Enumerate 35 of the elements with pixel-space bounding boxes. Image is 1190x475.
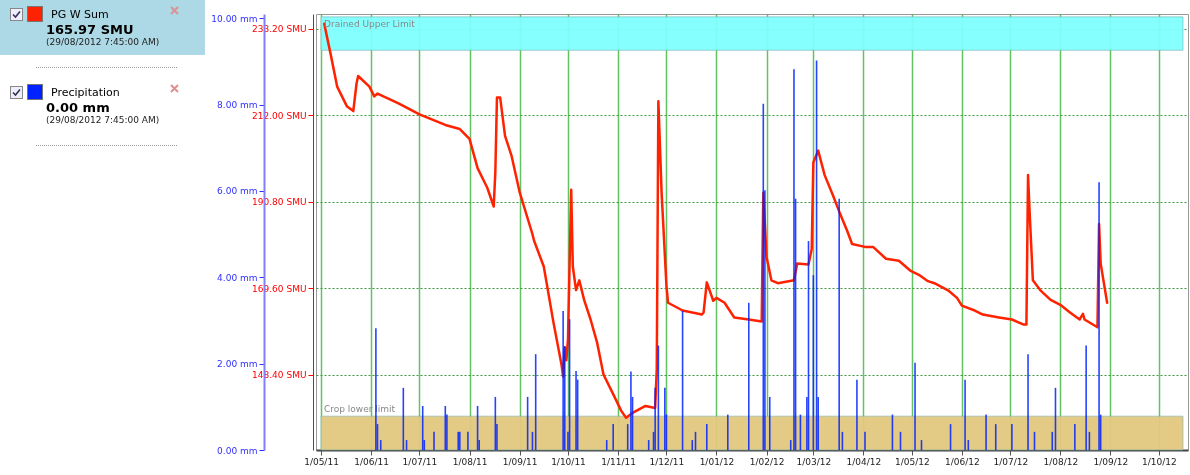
y2-tick-label: 8.00 mm xyxy=(217,100,258,111)
x-tick-label: 1/01/12 xyxy=(699,456,735,467)
y2-tick-label: 10.00 mm xyxy=(211,13,258,24)
y2-tick-label: 4.00 mm xyxy=(217,272,258,283)
text: (29/08/2012 7:45:00 AM) xyxy=(46,37,161,47)
text: 0.00 mm xyxy=(46,100,111,115)
y2-tick-label: 6.00 mm xyxy=(217,186,258,197)
x-tick-label: 1/06/12 xyxy=(945,456,980,467)
x-tick-label: 1/02/12 xyxy=(749,456,785,467)
x-tick-label: 1/11/11 xyxy=(601,456,636,467)
x-tick-label: 1/10/12 xyxy=(1141,456,1177,467)
y-tick-label: 148.40 SMU xyxy=(252,370,307,381)
text: 165.97 SMU xyxy=(46,22,135,37)
legend-label: Precipitation xyxy=(51,85,120,99)
x-tick-label: 1/06/11 xyxy=(354,456,389,467)
x-tick-label: 1/04/12 xyxy=(846,456,882,467)
y-tick-label: 169.60 SMU xyxy=(252,283,307,294)
y2-tick-label: 0.00 mm xyxy=(217,445,258,456)
band-label: Drained Upper Limit xyxy=(324,18,416,29)
x-tick-label: 1/07/12 xyxy=(993,456,1029,467)
y-tick-label: 212.00 SMU xyxy=(252,110,307,121)
x-tick-label: 1/03/12 xyxy=(796,456,832,467)
x-tick-label: 1/09/11 xyxy=(502,456,538,467)
legend-label: PG W Sum xyxy=(51,7,109,21)
x-tick-label: 1/08/11 xyxy=(452,456,488,467)
y2-tick-label: 2.00 mm xyxy=(217,359,258,370)
x-tick-label: 1/12/11 xyxy=(649,456,685,467)
text: (29/08/2012 7:45:00 AM) xyxy=(46,115,161,125)
x-tick-label: 1/10/11 xyxy=(551,456,586,467)
x-tick-label: 1/05/12 xyxy=(894,456,930,467)
x-tick-label: 1/05/11 xyxy=(304,456,339,467)
x-tick-label: 1/09/12 xyxy=(1093,456,1129,467)
y-tick-label: 233.20 SMU xyxy=(252,24,307,35)
x-tick-label: 1/08/12 xyxy=(1043,456,1079,467)
x-tick-label: 1/07/11 xyxy=(402,456,438,467)
